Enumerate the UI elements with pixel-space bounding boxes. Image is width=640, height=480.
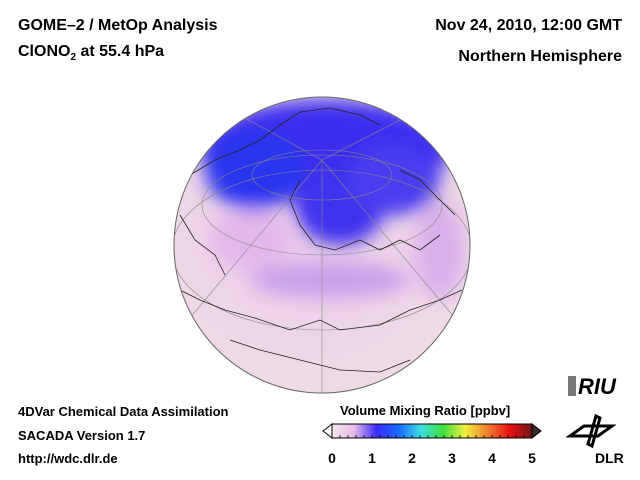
colorbar-tick-label: 0 bbox=[328, 450, 336, 466]
clono2-field bbox=[200, 100, 465, 300]
riu-logo: RIU bbox=[568, 374, 616, 400]
dlr-label: DLR bbox=[595, 450, 624, 466]
colorbar-tick-label: 2 bbox=[408, 450, 416, 466]
riu-tower-icon bbox=[568, 376, 576, 396]
colorbar-over-arrow bbox=[531, 422, 542, 440]
colorbar-title: Volume Mixing Ratio [ppbv] bbox=[340, 403, 511, 418]
colorbar-gradient bbox=[331, 423, 533, 439]
colorbar-tick-label: 3 bbox=[448, 450, 456, 466]
colorbar-under-arrow bbox=[322, 422, 333, 440]
colorbar-tick-label: 5 bbox=[528, 450, 536, 466]
footer-url[interactable]: http://wdc.dlr.de bbox=[18, 451, 118, 466]
globe-outline bbox=[173, 96, 471, 394]
footer-version: SACADA Version 1.7 bbox=[18, 428, 146, 443]
colorbar-tick-label: 4 bbox=[488, 450, 496, 466]
footer-method: 4DVar Chemical Data Assimilation bbox=[18, 404, 229, 419]
figure-title: GOME–2 / MetOp Analysis bbox=[18, 17, 218, 34]
datetime-label: Nov 24, 2010, 12:00 GMT bbox=[435, 17, 622, 34]
dlr-logo-icon bbox=[566, 414, 616, 448]
coastlines bbox=[179, 107, 463, 373]
colorbar-tick-label: 1 bbox=[368, 450, 376, 466]
region-label: Northern Hemisphere bbox=[458, 48, 622, 65]
species-label: ClONO2 at 55.4 hPa bbox=[18, 43, 165, 64]
colorbar bbox=[322, 422, 542, 440]
